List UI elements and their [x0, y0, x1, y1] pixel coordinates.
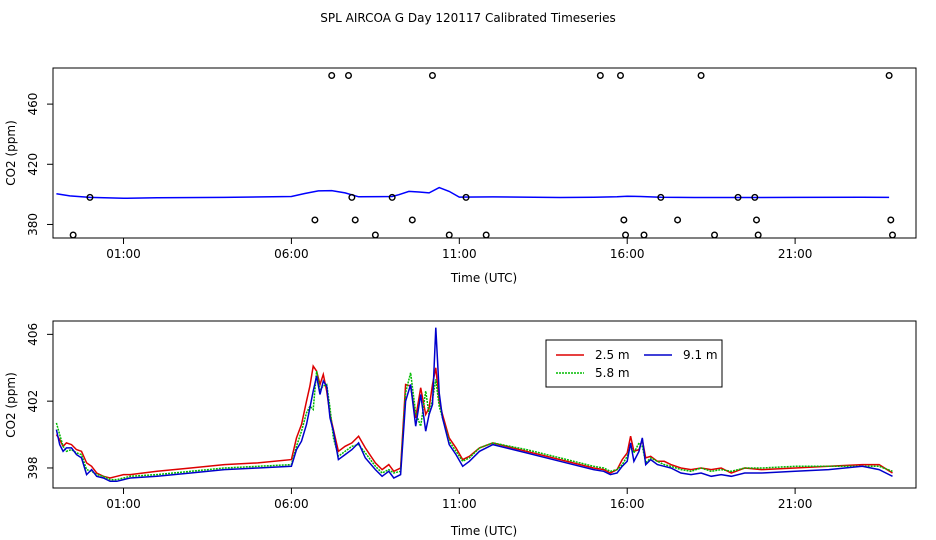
flag-point	[86, 193, 94, 201]
top-plot-series	[56, 72, 896, 239]
flag-point	[388, 193, 396, 201]
flag-point	[328, 72, 336, 80]
flag-point	[596, 72, 604, 80]
flag-point	[754, 231, 762, 239]
flag-point	[751, 193, 759, 201]
flag-point	[887, 216, 895, 224]
flag-point	[697, 72, 705, 80]
series-line-mean	[56, 186, 890, 200]
y-tick-label: 380	[26, 213, 40, 236]
y-tick-label: 402	[26, 390, 40, 413]
flag-point	[640, 231, 648, 239]
bottom-x-axis: 01:00 06:00 11:00 16:00 21:00	[106, 488, 812, 511]
legend-box	[545, 339, 723, 388]
x-tick-label: 21:00	[778, 497, 813, 511]
top-x-axis: 01:00 06:00 11:00 16:00 21:00	[106, 238, 812, 261]
flag-point	[348, 193, 356, 201]
bottom-plot-series	[55, 327, 893, 483]
flag-point	[69, 231, 77, 239]
x-tick-label: 01:00	[106, 247, 141, 261]
top-y-axis: 380 420 460	[26, 93, 53, 236]
x-tick-label: 01:00	[106, 497, 141, 511]
y-tick-label: 420	[26, 153, 40, 176]
flag-point	[345, 72, 353, 80]
flag-point	[428, 72, 436, 80]
flag-point	[408, 216, 416, 224]
flag-point	[620, 216, 628, 224]
flag-point	[351, 216, 359, 224]
series-line-9.1m	[55, 327, 893, 483]
flag-point	[711, 231, 719, 239]
y-tick-label: 398	[26, 457, 40, 480]
x-tick-label: 11:00	[442, 247, 477, 261]
top-y-axis-label: CO2 (ppm)	[4, 120, 18, 186]
x-tick-label: 16:00	[610, 247, 645, 261]
flag-point	[885, 72, 893, 80]
flag-point	[674, 216, 682, 224]
flag-point	[622, 231, 630, 239]
x-tick-label: 16:00	[610, 497, 645, 511]
bottom-panel: 01:00 06:00 11:00 16:00 21:00 398 402 406 Time…	[4, 320, 917, 538]
flag-point	[888, 231, 896, 239]
series-line-2.5m	[55, 364, 893, 479]
chart-title: SPL AIRCOA G Day 120117 Calibrated Times…	[320, 11, 615, 25]
bottom-x-axis-label: Time (UTC)	[450, 524, 517, 538]
flag-point	[482, 231, 490, 239]
flag-point	[371, 231, 379, 239]
flag-point	[752, 216, 760, 224]
flag-point	[616, 72, 624, 80]
bottom-y-axis: 398 402 406	[26, 323, 53, 480]
bottom-y-axis-label: CO2 (ppm)	[4, 372, 18, 438]
x-tick-label: 06:00	[274, 247, 309, 261]
legend: 2.5 m 5.8 m 9.1 m	[545, 339, 723, 388]
legend-label-2.5m: 2.5 m	[595, 348, 630, 362]
flag-point	[462, 193, 470, 201]
bottom-panel-frame	[52, 320, 917, 489]
x-tick-label: 11:00	[442, 497, 477, 511]
flag-point	[657, 193, 665, 201]
flag-point	[311, 216, 319, 224]
top-panel-frame	[52, 67, 917, 239]
x-tick-label: 21:00	[778, 247, 813, 261]
y-tick-label: 406	[26, 323, 40, 346]
top-panel: 01:00 06:00 11:00 16:00 21:00 380 420 460 Time…	[4, 67, 917, 285]
legend-label-5.8m: 5.8 m	[595, 366, 630, 380]
series-line-5.8m	[55, 370, 893, 481]
legend-label-9.1m: 9.1 m	[683, 348, 718, 362]
x-tick-label: 06:00	[274, 497, 309, 511]
top-x-axis-label: Time (UTC)	[450, 271, 517, 285]
y-tick-label: 460	[26, 93, 40, 116]
flag-point	[734, 193, 742, 201]
flag-point	[445, 231, 453, 239]
